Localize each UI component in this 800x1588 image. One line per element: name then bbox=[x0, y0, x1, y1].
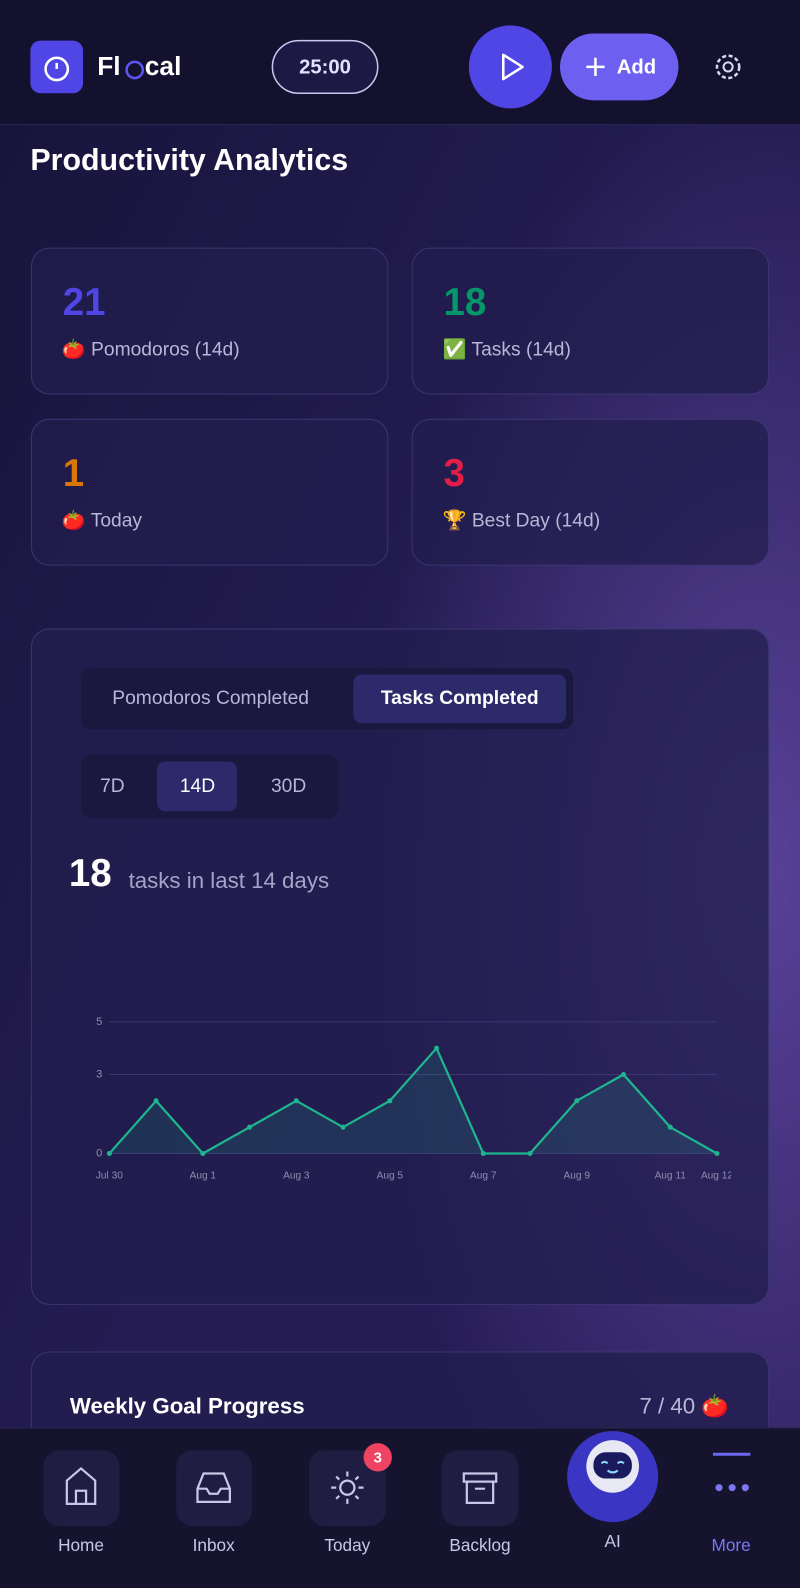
area bbox=[109, 1048, 717, 1154]
nav-label[interactable]: More bbox=[712, 1535, 751, 1555]
x-tick-label: Aug 3 bbox=[283, 1170, 310, 1181]
summary-value: 18 bbox=[69, 852, 112, 895]
nav-bar bbox=[0, 1427, 800, 1588]
point bbox=[387, 1098, 393, 1104]
page-title: Productivity Analytics bbox=[30, 144, 348, 177]
point bbox=[106, 1150, 112, 1157]
point bbox=[527, 1150, 533, 1157]
nav-icon-box[interactable] bbox=[308, 1450, 386, 1527]
point bbox=[340, 1124, 346, 1130]
ai-avatar-visor bbox=[593, 1452, 632, 1479]
point bbox=[293, 1098, 299, 1104]
nav-icon-box[interactable] bbox=[176, 1450, 253, 1527]
tab[interactable]: Pomodoros Completed bbox=[112, 688, 309, 709]
stat-value: 3 bbox=[444, 452, 465, 495]
brand: cal bbox=[145, 51, 182, 81]
timer-text: 25:00 bbox=[299, 56, 351, 78]
stat-card bbox=[30, 247, 389, 395]
point bbox=[480, 1150, 486, 1157]
stat-card bbox=[30, 418, 389, 566]
chart: 0 3 5 Jul 30 Aug 1 Aug 3 Aug 5 Aug 7 Aug 9 Aug 11… bbox=[96, 1016, 733, 1182]
point bbox=[200, 1150, 206, 1157]
x-tick-label: Jul 30 bbox=[96, 1170, 123, 1181]
add-button[interactable] bbox=[560, 33, 679, 101]
home-icon bbox=[65, 1466, 97, 1505]
nav-label[interactable]: Backlog bbox=[449, 1535, 510, 1555]
x-tick-label: Aug 12 bbox=[701, 1170, 733, 1181]
goal-progress: 7 / 40 🍅 bbox=[639, 1393, 729, 1420]
stats: 21 🍅 Pomodoros (14d) 18 ✅ Tasks (14d) 1 🍅 Tod… bbox=[30, 247, 770, 566]
point bbox=[620, 1071, 627, 1078]
active-tab bbox=[353, 674, 567, 724]
brand-icon bbox=[125, 60, 145, 80]
today-icon bbox=[331, 1471, 364, 1504]
chart-card bbox=[30, 628, 770, 1305]
stat-value: 21 bbox=[63, 281, 106, 324]
stat-label: ✅ Tasks (14d) bbox=[443, 338, 571, 361]
stat-card bbox=[411, 247, 770, 395]
play-icon bbox=[502, 53, 524, 81]
badge bbox=[363, 1443, 392, 1472]
settings-button[interactable] bbox=[715, 54, 741, 80]
nav-label[interactable]: Inbox bbox=[193, 1535, 235, 1555]
point bbox=[247, 1124, 253, 1130]
point bbox=[714, 1150, 720, 1157]
stat-label: 🍅 Pomodoros (14d) bbox=[62, 338, 240, 361]
add-icon bbox=[586, 57, 605, 77]
stat-value: 1 bbox=[63, 452, 84, 495]
x-tick-label: Aug 1 bbox=[190, 1170, 217, 1181]
timer[interactable] bbox=[271, 39, 379, 95]
logo-icon bbox=[44, 56, 70, 82]
brand: Fl bbox=[97, 51, 120, 81]
range[interactable]: 30D bbox=[271, 776, 306, 797]
range[interactable]: 14D bbox=[180, 776, 215, 797]
goal-title: Weekly Goal Progress bbox=[70, 1394, 305, 1419]
nav-icon-box[interactable] bbox=[43, 1450, 120, 1527]
stat-card bbox=[411, 418, 770, 566]
point bbox=[574, 1098, 580, 1104]
nav-label[interactable]: Home bbox=[58, 1535, 104, 1555]
stat-label: 🏆 Best Day (14d) bbox=[443, 509, 601, 532]
tab[interactable]: Tasks Completed bbox=[381, 688, 539, 709]
stat-value: 18 bbox=[444, 281, 487, 324]
nav: Home Inbox Today Backlog AI More bbox=[58, 1531, 751, 1555]
nav-label[interactable]: AI bbox=[605, 1531, 621, 1551]
ai-avatar-face bbox=[600, 1460, 625, 1474]
play-button[interactable] bbox=[468, 25, 552, 109]
more-icon[interactable] bbox=[715, 1484, 749, 1492]
badge-text: 3 bbox=[373, 1449, 381, 1466]
x-tick-label: Aug 7 bbox=[470, 1170, 497, 1181]
x-labels: Jul 30 Aug 1 Aug 3 Aug 5 Aug 7 Aug 9 Aug 11 Aug… bbox=[96, 1170, 733, 1181]
point bbox=[434, 1045, 440, 1051]
x-tick-label: Aug 11 bbox=[655, 1170, 687, 1181]
y-tick-label: 3 bbox=[96, 1068, 102, 1080]
point bbox=[153, 1098, 159, 1104]
point bbox=[667, 1124, 673, 1130]
range[interactable]: 7D bbox=[100, 776, 125, 797]
line bbox=[108, 1047, 718, 1155]
y-tick-label: 5 bbox=[96, 1016, 102, 1028]
x-tick-label: Aug 9 bbox=[564, 1170, 591, 1181]
y-tick-label: 0 bbox=[96, 1147, 102, 1159]
active-range bbox=[156, 761, 237, 812]
add-text: Add bbox=[617, 56, 656, 78]
x-tick-label: Aug 5 bbox=[377, 1170, 404, 1181]
nav-label[interactable]: Today bbox=[324, 1535, 370, 1555]
inbox-icon bbox=[196, 1472, 231, 1503]
stat-label: 🍅 Today bbox=[62, 509, 143, 532]
backlog-icon bbox=[462, 1472, 498, 1504]
today-icon bbox=[339, 1479, 356, 1496]
summary-text: tasks in last 14 days bbox=[129, 868, 330, 893]
